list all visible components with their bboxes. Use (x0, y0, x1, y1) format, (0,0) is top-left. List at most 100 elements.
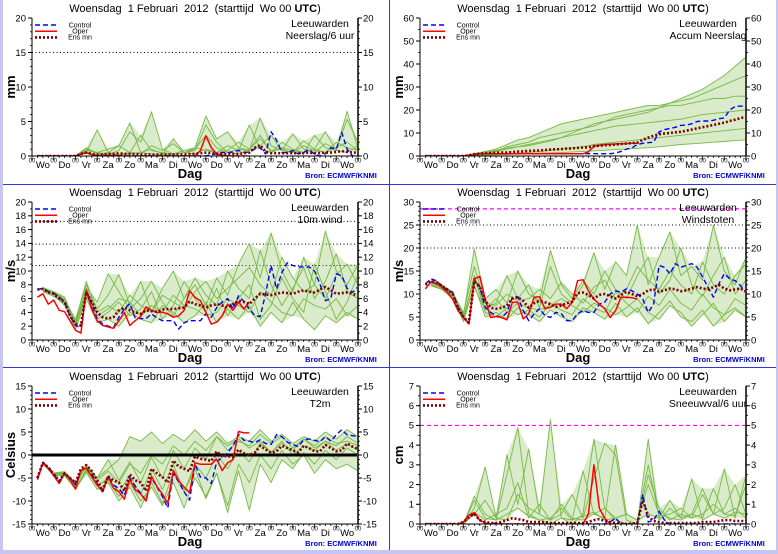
y-tick-label-left: 25 (403, 220, 414, 231)
x-day-label: Vr (82, 344, 91, 355)
x-day-label: Vr (470, 344, 479, 355)
x-hour-label: 00 (355, 159, 362, 165)
y-tick-label-left: 7 (409, 381, 414, 392)
legend-label-oper: Oper (72, 213, 88, 220)
y-tick-label-left: 10 (15, 266, 26, 277)
variable-name: Accum Neerslag (669, 30, 746, 42)
x-hour-label: 00 (656, 527, 663, 533)
title-utc: UTC (294, 187, 317, 199)
chart-neerslag-6-uur: Woensdag 1 Februari 2012 (starttijd Wo 0… (3, 3, 377, 181)
legend-label-oper: Oper (72, 397, 88, 404)
x-hour-label: 00 (203, 159, 210, 165)
y-tick-label-right: 25 (751, 220, 762, 231)
x-day-label: Zo (276, 160, 287, 171)
y-tick-label-right: 5 (363, 117, 368, 128)
title-text: Woensdag 1 Februari 2012 (starttijd Wo 0… (69, 187, 294, 199)
y-tick-label-left: 20 (15, 197, 26, 208)
ensemble-member-line (42, 280, 358, 322)
x-hour-label: 00 (29, 343, 36, 349)
oper-line (425, 464, 638, 524)
y-tick-label-left: 8 (21, 280, 26, 291)
x-hour-label: 00 (591, 527, 598, 533)
y-tick-label-right: 0 (751, 335, 756, 346)
y-tick-label-right: -15 (363, 519, 377, 530)
x-day-label: Wo (36, 528, 50, 539)
x-hour-label: 00 (612, 343, 619, 349)
station-name: Leeuwarden (679, 386, 737, 398)
x-hour-label: 00 (311, 343, 318, 349)
source-credit: Bron: ECMWF/KNMI (305, 355, 377, 364)
x-day-label: Wo (728, 528, 742, 539)
chart-title: Woensdag 1 Februari 2012 (starttijd Wo 0… (69, 187, 321, 199)
ensemble-member-line (430, 75, 746, 156)
x-day-label: Vr (234, 344, 243, 355)
y-tick-label-right: 0 (363, 450, 368, 461)
legend-label-control: Control (457, 22, 480, 29)
x-axis-label: Dag (566, 166, 591, 181)
x-day-label: Za (103, 160, 115, 171)
x-day-label: Di (169, 528, 178, 539)
x-hour-label: 00 (224, 343, 231, 349)
x-hour-label: 00 (355, 343, 362, 349)
x-day-label: Wo (576, 528, 590, 539)
y-tick-label-left: 5 (409, 312, 414, 323)
x-day-label: Wo (36, 344, 50, 355)
x-day-label: Do (59, 344, 71, 355)
ensemble-member-line (430, 419, 746, 524)
y-tick-label-left: 10 (403, 289, 414, 300)
x-day-label: Wo (728, 344, 742, 355)
x-day-label: Do (447, 160, 459, 171)
main-series (425, 464, 746, 524)
x-hour-label: 00 (417, 527, 424, 533)
x-day-label: Vr (82, 528, 91, 539)
x-hour-label: 00 (504, 159, 511, 165)
source-credit: Bron: ECMWF/KNMI (693, 355, 765, 364)
y-tick-label-right: 6 (363, 294, 368, 305)
title-close: ) (705, 3, 709, 15)
y-tick-label-left: 14 (15, 239, 26, 250)
y-tick-label-right: 15 (363, 48, 374, 59)
chart-title: Woensdag 1 Februari 2012 (starttijd Wo 0… (457, 187, 709, 199)
x-hour-label: 00 (634, 343, 641, 349)
x-hour-label: 00 (50, 159, 57, 165)
x-day-label: Do (599, 160, 611, 171)
y-tick-label-left: 30 (403, 197, 414, 208)
x-hour-label: 00 (355, 527, 362, 533)
title-text: Woensdag 1 Februari 2012 (starttijd Wo 0… (457, 371, 682, 383)
x-hour-label: 00 (504, 527, 511, 533)
y-tick-label-left: 10 (15, 404, 26, 415)
chart-10m-wind: Woensdag 1 Februari 2012 (starttijd Wo 0… (3, 187, 377, 365)
y-tick-label-left: 15 (403, 266, 414, 277)
x-hour-label: 00 (268, 159, 275, 165)
x-day-label: Wo (424, 528, 438, 539)
x-hour-label: 00 (743, 159, 750, 165)
panel-windstoten: Woensdag 1 Februari 2012 (starttijd Wo 0… (388, 184, 777, 368)
x-hour-label: 00 (482, 343, 489, 349)
ensemble-member-line (430, 285, 746, 327)
x-day-label: Do (211, 160, 223, 171)
chart-sneeuwval-6-uur: Woensdag 1 Februari 2012 (starttijd Wo 0… (391, 371, 765, 549)
x-day-label: Ma (533, 344, 547, 355)
y-tick-label-left: 2 (21, 322, 26, 333)
x-day-label: Zo (664, 344, 675, 355)
x-day-label: Zo (276, 344, 287, 355)
source-credit: Bron: ECMWF/KNMI (693, 171, 765, 180)
y-tick-label-left: 4 (409, 440, 414, 451)
x-day-label: Wo (188, 528, 202, 539)
y-tick-label-right: 50 (751, 36, 762, 47)
title-close: ) (705, 371, 709, 383)
legend-label-oper: Oper (460, 29, 476, 36)
frame-right-strip (776, 0, 778, 554)
y-tick-label-right: 10 (363, 404, 374, 415)
x-hour-label: 00 (289, 343, 296, 349)
station-name: Leeuwarden (291, 202, 349, 214)
x-axis-label: Dag (178, 350, 203, 365)
y-tick-label-left: 20 (15, 13, 26, 24)
main-series (36, 429, 358, 509)
x-day-label: Wo (424, 160, 438, 171)
x-hour-label: 00 (289, 527, 296, 533)
y-tick-label-left: -15 (12, 519, 26, 530)
y-axis-label: Celsius (3, 432, 18, 478)
x-hour-label: 00 (699, 343, 706, 349)
title-text: Woensdag 1 Februari 2012 (starttijd Wo 0… (457, 187, 682, 199)
